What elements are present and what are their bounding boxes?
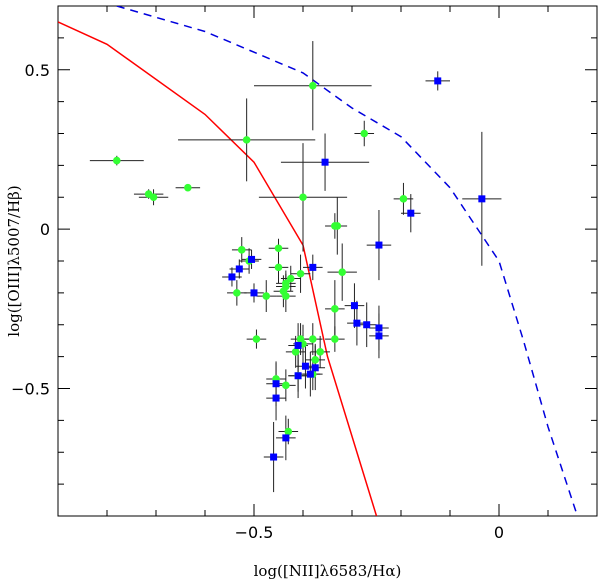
blue-square-point	[353, 319, 361, 327]
tick-labels: −0.5 0 0.5 0 −0.5	[11, 61, 504, 542]
green-circle-point	[237, 246, 246, 254]
green-circle-point	[262, 292, 271, 300]
green-circle-point	[286, 274, 295, 283]
y-axis-label: log([OIII]λ5007/Hβ)	[5, 185, 23, 336]
blue-square-point	[375, 332, 383, 340]
green-circle-point	[299, 193, 307, 202]
blue-square-point	[375, 241, 383, 249]
error-bars	[89, 41, 502, 493]
green-circle-point	[291, 348, 300, 356]
blue-square-point	[235, 265, 243, 273]
blue-square-point	[228, 273, 236, 281]
green-circle-point	[113, 156, 121, 165]
demarcation-curves	[58, 6, 579, 516]
green-circle-point	[311, 356, 320, 364]
green-circle-point	[274, 263, 283, 272]
blue-square-point	[478, 195, 486, 203]
blue-square-point	[282, 434, 290, 442]
blue-square-point	[272, 380, 280, 388]
blue-square-point	[248, 255, 256, 263]
blue-square-point	[270, 453, 278, 461]
blue-square-point	[363, 321, 371, 329]
green-circle-point	[338, 268, 347, 276]
blue-square-point	[407, 209, 415, 217]
blue-square-point	[309, 263, 317, 271]
blue-square-point	[250, 289, 258, 297]
blue-square-point	[375, 324, 383, 332]
blue-square-point	[321, 158, 329, 166]
green-circle-point	[282, 292, 290, 300]
green-circle-point	[309, 81, 317, 90]
green-circle-point	[233, 289, 241, 297]
green-circle-point	[149, 193, 158, 202]
green-circle-point	[252, 335, 261, 343]
solid-demarcation-curve	[58, 21, 378, 516]
blue-square-point	[301, 362, 309, 370]
y-tick-label: 0	[40, 220, 50, 239]
green-circle-point	[282, 381, 290, 390]
blue-square-point	[294, 341, 302, 349]
y-tick-label: −0.5	[11, 380, 50, 399]
green-circle-point	[331, 305, 339, 313]
blue-square-point	[311, 364, 319, 372]
green-circle-point	[309, 335, 317, 343]
green-circle-point	[331, 335, 339, 343]
dashed-demarcation-curve	[116, 6, 579, 516]
data-points	[113, 77, 486, 461]
green-circle-point	[331, 222, 339, 230]
blue-square-point	[350, 302, 358, 310]
green-circle-point	[274, 244, 283, 253]
blue-square-point	[306, 370, 314, 378]
axis-ticks	[57, 5, 598, 517]
green-circle-point	[316, 348, 324, 356]
x-axis-label: log([NII]λ6583/Hα)	[254, 562, 402, 580]
x-tick-label: 0	[494, 523, 504, 542]
green-circle-point	[360, 129, 369, 138]
plot-frame	[57, 5, 598, 517]
blue-square-point	[294, 372, 302, 380]
green-circle-point	[242, 136, 251, 144]
green-circle-point	[399, 195, 408, 203]
green-circle-point	[184, 183, 192, 192]
blue-square-point	[434, 77, 442, 85]
blue-square-point	[272, 394, 280, 402]
x-tick-label: −0.5	[235, 523, 274, 542]
green-circle-point	[284, 427, 293, 436]
green-circle-point	[296, 269, 305, 278]
y-tick-label: 0.5	[25, 61, 50, 80]
